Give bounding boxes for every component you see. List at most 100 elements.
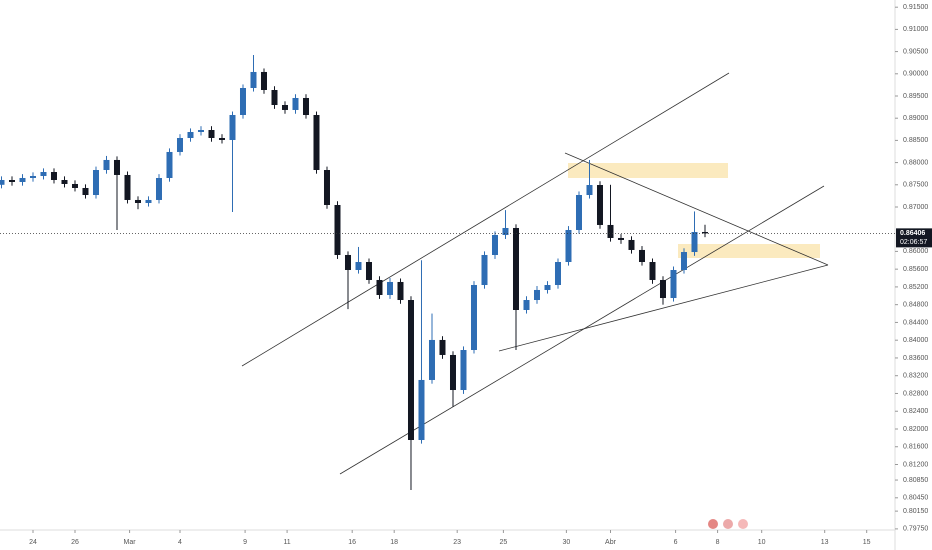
- triangle-lower: [498, 264, 829, 352]
- candle-body: [281, 105, 288, 110]
- x-tick-label: 8: [716, 539, 720, 546]
- candle-body: [544, 285, 551, 290]
- triangle-upper: [564, 152, 829, 266]
- candle-body: [145, 199, 152, 203]
- y-tick-label: 0.89000: [903, 115, 928, 122]
- candle-body: [323, 170, 330, 205]
- candle-body: [229, 114, 236, 140]
- candle-body: [407, 300, 414, 441]
- candle-body: [554, 262, 561, 286]
- y-tick-label: 0.79750: [903, 526, 928, 533]
- x-tick-label: 16: [348, 539, 356, 546]
- x-tick-label: 13: [821, 539, 829, 546]
- candle-body: [218, 137, 225, 140]
- demand-zone: [678, 244, 820, 258]
- candle-body: [649, 262, 656, 280]
- candle-body: [313, 114, 320, 171]
- y-tick-label: 0.83200: [903, 373, 928, 380]
- candle-body: [670, 269, 677, 299]
- candle-body: [449, 354, 456, 391]
- x-tick-label: 24: [29, 539, 37, 546]
- candle-body: [470, 285, 477, 351]
- candle-body: [344, 254, 351, 270]
- y-tick-label: 0.85200: [903, 284, 928, 291]
- x-tick-label: Mar: [124, 539, 137, 546]
- candle-body: [50, 172, 57, 180]
- candle-body: [61, 179, 68, 184]
- y-tick-label: 0.82000: [903, 426, 928, 433]
- candle-body: [418, 379, 425, 441]
- candle-body: [271, 89, 278, 106]
- candle-body: [533, 289, 540, 301]
- x-tick-label: 9: [243, 539, 247, 546]
- y-tick-label: 0.80150: [903, 508, 928, 515]
- x-tick-label: 15: [863, 539, 871, 546]
- y-tick-label: 0.91000: [903, 26, 928, 33]
- y-tick-label: 0.82400: [903, 408, 928, 415]
- last-price-box: [896, 228, 932, 248]
- candle-body: [166, 151, 173, 178]
- y-tick-label: 0.88500: [903, 137, 928, 144]
- event-icon[interactable]: [738, 519, 748, 529]
- channel-upper: [241, 72, 730, 367]
- candle-body: [134, 199, 141, 203]
- candle-body: [397, 281, 404, 301]
- y-tick-label: 0.83600: [903, 355, 928, 362]
- candle-body: [355, 262, 362, 270]
- candle-body: [575, 195, 582, 230]
- x-tick-label: 11: [283, 539, 290, 546]
- y-tick-label: 0.80850: [903, 477, 928, 484]
- y-tick-label: 0.82800: [903, 390, 928, 397]
- candle-body: [250, 71, 257, 89]
- candle-body: [208, 130, 215, 138]
- candle-body: [302, 97, 309, 115]
- x-tick-label: 6: [674, 539, 678, 546]
- candle-body: [71, 183, 78, 188]
- candle-body: [92, 170, 99, 196]
- x-tick-label: 25: [499, 539, 507, 546]
- candle-body: [124, 174, 131, 200]
- candle-body: [523, 300, 530, 310]
- candle-body: [365, 262, 372, 280]
- candle-body: [428, 339, 435, 380]
- candle-body: [628, 239, 635, 250]
- y-tick-label: 0.87000: [903, 204, 928, 211]
- candle-body: [187, 132, 194, 138]
- candle-body: [292, 97, 299, 110]
- candle-body: [491, 235, 498, 255]
- candle-body: [260, 71, 267, 90]
- y-tick-label: 0.90000: [903, 71, 928, 78]
- event-icon[interactable]: [723, 519, 733, 529]
- x-tick-label: Abr: [605, 539, 617, 546]
- y-tick-label: 0.80450: [903, 495, 928, 502]
- candle-body: [40, 172, 47, 177]
- candle-body: [586, 185, 593, 196]
- candle-body: [0, 179, 5, 185]
- candle-body: [460, 350, 467, 391]
- last-price-label: 0.86406: [900, 230, 925, 237]
- candle-body: [638, 249, 645, 263]
- candle-body: [680, 252, 687, 270]
- x-tick-label: 4: [178, 539, 182, 546]
- y-tick-label: 0.85600: [903, 266, 928, 273]
- candle-body: [197, 130, 204, 133]
- candle-body: [155, 177, 162, 200]
- candle-body: [565, 229, 572, 263]
- y-tick-label: 0.88000: [903, 159, 928, 166]
- candle-body: [376, 279, 383, 295]
- y-tick-label: 0.90500: [903, 48, 928, 55]
- candle-body: [596, 185, 603, 225]
- candle-body: [386, 281, 393, 295]
- trendlines: [241, 72, 829, 475]
- y-tick-label: 0.81200: [903, 461, 928, 468]
- countdown-label: 02:06:57: [900, 239, 927, 246]
- y-tick-label: 0.84400: [903, 319, 928, 326]
- event-icons: [708, 519, 748, 529]
- candle-body: [103, 159, 110, 171]
- x-tick-label: 18: [390, 539, 398, 546]
- x-tick-label: 26: [71, 539, 79, 546]
- candle-body: [691, 231, 698, 253]
- event-icon[interactable]: [708, 519, 718, 529]
- candle-body: [439, 339, 446, 355]
- candle-body: [659, 279, 666, 299]
